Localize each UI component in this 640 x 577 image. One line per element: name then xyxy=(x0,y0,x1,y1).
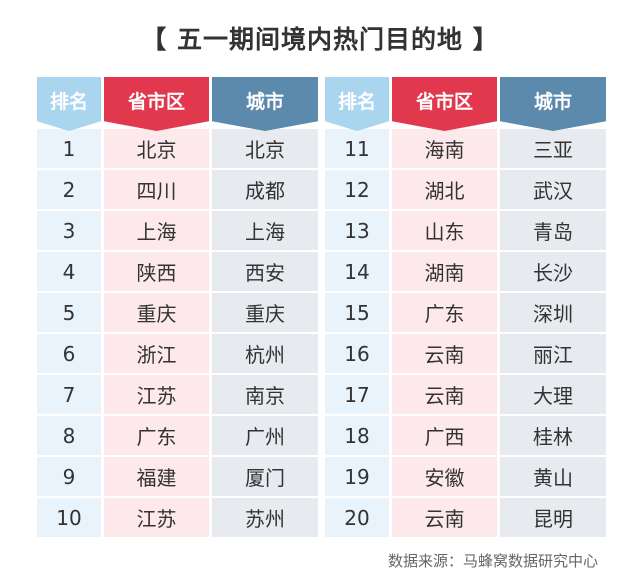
table-row: 2 四川 成都 xyxy=(37,170,321,211)
cell-province: 湖北 xyxy=(392,170,497,209)
cell-province: 湖南 xyxy=(392,252,497,291)
table-row: 8 广东 广州 xyxy=(37,416,321,457)
cell-province: 云南 xyxy=(392,334,497,373)
cell-city: 成都 xyxy=(212,170,318,209)
cell-province: 云南 xyxy=(392,375,497,414)
cell-city: 北京 xyxy=(212,129,318,168)
table-row: 13 山东 青岛 xyxy=(325,211,609,252)
table-row: 20 云南 昆明 xyxy=(325,498,609,539)
header-rank: 排名 xyxy=(37,77,101,131)
cell-rank: 13 xyxy=(325,211,389,250)
page-title: 【 五一期间境内热门目的地 】 xyxy=(141,25,499,54)
cell-city: 桂林 xyxy=(500,416,606,455)
cell-rank: 14 xyxy=(325,252,389,291)
cell-province: 重庆 xyxy=(104,293,209,332)
header-province: 省市区 xyxy=(392,77,497,131)
header-city: 城市 xyxy=(212,77,318,131)
cell-city: 青岛 xyxy=(500,211,606,250)
table-header: 排名 省市区 城市 xyxy=(37,77,321,131)
cell-rank: 2 xyxy=(37,170,101,209)
cell-province: 陕西 xyxy=(104,252,209,291)
ranking-table-11-20: 排名 省市区 城市 11 海南 三亚 12 湖北 武汉 13 山东 青岛 14 湖南 长沙 15 广东 深圳… xyxy=(325,77,609,539)
header-rank: 排名 xyxy=(325,77,389,131)
cell-rank: 11 xyxy=(325,129,389,168)
cell-province: 海南 xyxy=(392,129,497,168)
header-province: 省市区 xyxy=(104,77,209,131)
table-row: 1 北京 北京 xyxy=(37,129,321,170)
cell-rank: 9 xyxy=(37,457,101,496)
cell-rank: 8 xyxy=(37,416,101,455)
cell-city: 苏州 xyxy=(212,498,318,537)
cell-province: 江苏 xyxy=(104,498,209,537)
cell-province: 安徽 xyxy=(392,457,497,496)
cell-city: 三亚 xyxy=(500,129,606,168)
cell-rank: 5 xyxy=(37,293,101,332)
table-row: 17 云南 大理 xyxy=(325,375,609,416)
cell-city: 广州 xyxy=(212,416,318,455)
table-row: 6 浙江 杭州 xyxy=(37,334,321,375)
table-row: 19 安徽 黄山 xyxy=(325,457,609,498)
cell-rank: 19 xyxy=(325,457,389,496)
cell-rank: 20 xyxy=(325,498,389,537)
table-row: 4 陕西 西安 xyxy=(37,252,321,293)
cell-city: 黄山 xyxy=(500,457,606,496)
cell-rank: 4 xyxy=(37,252,101,291)
cell-rank: 15 xyxy=(325,293,389,332)
cell-rank: 12 xyxy=(325,170,389,209)
cell-rank: 10 xyxy=(37,498,101,537)
cell-city: 重庆 xyxy=(212,293,318,332)
table-row: 18 广西 桂林 xyxy=(325,416,609,457)
table-row: 14 湖南 长沙 xyxy=(325,252,609,293)
cell-city: 南京 xyxy=(212,375,318,414)
cell-city: 昆明 xyxy=(500,498,606,537)
table-row: 16 云南 丽江 xyxy=(325,334,609,375)
table-row: 15 广东 深圳 xyxy=(325,293,609,334)
table-header: 排名 省市区 城市 xyxy=(325,77,609,131)
cell-city: 厦门 xyxy=(212,457,318,496)
table-row: 7 江苏 南京 xyxy=(37,375,321,416)
cell-city: 丽江 xyxy=(500,334,606,373)
cell-city: 上海 xyxy=(212,211,318,250)
cell-rank: 1 xyxy=(37,129,101,168)
cell-province: 上海 xyxy=(104,211,209,250)
cell-city: 杭州 xyxy=(212,334,318,373)
cell-rank: 3 xyxy=(37,211,101,250)
ranking-table-1-10: 排名 省市区 城市 1 北京 北京 2 四川 成都 3 上海 上海 4 陕西 西安 5 重庆 重庆 6 浙江 杭州… xyxy=(37,77,321,539)
table-row: 5 重庆 重庆 xyxy=(37,293,321,334)
cell-rank: 6 xyxy=(37,334,101,373)
cell-city: 西安 xyxy=(212,252,318,291)
cell-province: 广西 xyxy=(392,416,497,455)
data-source: 数据来源：马蜂窝数据研究中心 xyxy=(387,552,598,570)
cell-rank: 18 xyxy=(325,416,389,455)
cell-province: 江苏 xyxy=(104,375,209,414)
cell-province: 北京 xyxy=(104,129,209,168)
cell-province: 四川 xyxy=(104,170,209,209)
cell-province: 云南 xyxy=(392,498,497,537)
cell-province: 广东 xyxy=(104,416,209,455)
cell-city: 深圳 xyxy=(500,293,606,332)
table-row: 11 海南 三亚 xyxy=(325,129,609,170)
cell-city: 长沙 xyxy=(500,252,606,291)
table-row: 9 福建 厦门 xyxy=(37,457,321,498)
cell-city: 武汉 xyxy=(500,170,606,209)
table-row: 12 湖北 武汉 xyxy=(325,170,609,211)
cell-rank: 17 xyxy=(325,375,389,414)
header-city: 城市 xyxy=(500,77,606,131)
cell-province: 山东 xyxy=(392,211,497,250)
cell-province: 广东 xyxy=(392,293,497,332)
cell-city: 大理 xyxy=(500,375,606,414)
table-row: 3 上海 上海 xyxy=(37,211,321,252)
cell-rank: 16 xyxy=(325,334,389,373)
cell-rank: 7 xyxy=(37,375,101,414)
cell-province: 福建 xyxy=(104,457,209,496)
table-row: 10 江苏 苏州 xyxy=(37,498,321,539)
cell-province: 浙江 xyxy=(104,334,209,373)
